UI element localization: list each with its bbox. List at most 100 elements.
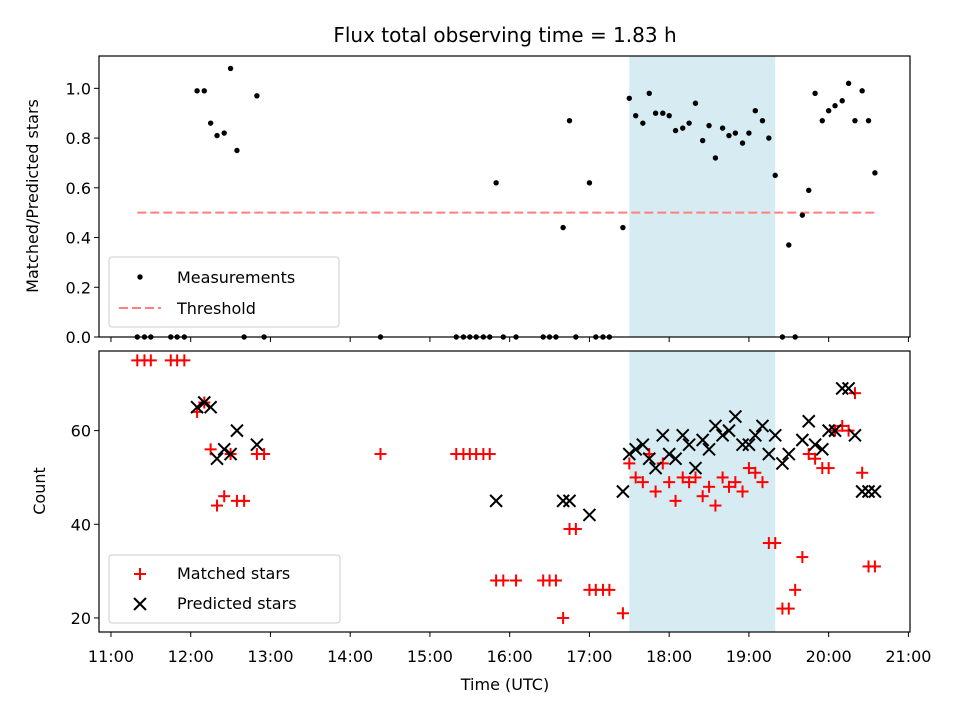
measurement-point: [254, 93, 260, 99]
measurement-point: [692, 100, 699, 106]
measurement-point: [652, 110, 659, 116]
matched-star-point: [822, 462, 835, 475]
top-highlight-span: [629, 56, 776, 337]
bottom-panel: 20 40 60 11:00 12:00 13:00 14:00 15:00 16:00 17:…: [30, 350, 931, 694]
measurement-point: [586, 180, 593, 186]
measurement-point: [493, 180, 499, 186]
measurement-point: [632, 112, 639, 119]
matched-star-point: [603, 583, 616, 596]
matched-star-point: [258, 448, 271, 461]
measurement-point: [234, 147, 240, 154]
measurement-point: [666, 112, 672, 119]
legend-matched-label: Matched stars: [177, 564, 290, 583]
top-legend-box: [108, 256, 340, 328]
predicted-star-point: [821, 423, 836, 438]
matched-star-point: [569, 522, 582, 535]
predicted-star-point: [735, 437, 750, 452]
bottom-x-ticks: 11:00 12:00 13:00 14:00 15:00 16:00 17:00 18:00…: [88, 632, 931, 666]
predicted-star-point: [197, 395, 211, 410]
matched-star-point: [557, 611, 570, 624]
predicted-star-point: [556, 494, 570, 508]
matched-star-point: [178, 354, 191, 367]
measurement-point: [680, 125, 686, 131]
predicted-star-point: [489, 494, 503, 508]
measurement-point: [739, 140, 746, 146]
y-tick-label: 40: [71, 515, 91, 534]
x-tick-label: 14:00: [327, 647, 373, 666]
bottom-panel-frame: [98, 350, 911, 633]
matched-star-point: [736, 485, 749, 498]
measurement-point: [786, 242, 792, 248]
predicted-star-point: [815, 442, 829, 457]
predicted-star-point: [808, 437, 822, 452]
predicted-star-point: [223, 447, 238, 461]
matched-star-point: [729, 476, 742, 489]
measurement-point: [214, 132, 220, 139]
matched-star-point: [623, 457, 636, 470]
legend-predicted-marker: [133, 597, 147, 611]
x-tick-label: 17:00: [566, 647, 612, 666]
top-panel: 0.0 0.2 0.4 0.6 0.8 1.0 Flux total observing …: [23, 23, 911, 347]
measurement-point: [752, 108, 758, 114]
measurement-point: [845, 80, 852, 87]
measurement-point: [772, 172, 778, 179]
measurement-point: [672, 127, 679, 134]
measurement-point: [726, 132, 732, 139]
predicted-star-point: [868, 484, 882, 499]
x-tick-label: 13:00: [247, 647, 293, 666]
measurement-point: [812, 90, 818, 97]
bottom-legend-box: [108, 554, 341, 624]
measurement-point: [839, 98, 845, 104]
matched-star-point: [716, 471, 729, 484]
measurement-point: [221, 130, 227, 136]
predicted-star-point: [562, 494, 577, 508]
matched-star-point: [722, 480, 735, 493]
matched-star-point: [836, 419, 849, 432]
predicted-star-point: [616, 484, 630, 499]
matched-star-point: [663, 476, 676, 489]
legend-measurements-label: Measurements: [177, 268, 295, 287]
predicted-star-point: [582, 508, 597, 522]
predicted-star-point: [217, 442, 231, 457]
predicted-star-point: [828, 423, 842, 438]
matched-star-point: [796, 551, 809, 564]
predicted-star-point: [668, 452, 683, 466]
predicted-star-point: [708, 419, 723, 433]
measurement-point: [227, 65, 234, 72]
legend-predicted-label: Predicted stars: [177, 594, 297, 613]
x-tick-label: 11:00: [88, 647, 134, 666]
measurement-point: [799, 212, 806, 218]
matched-star-point: [789, 583, 802, 596]
matched-star-point: [856, 466, 869, 479]
measurement-point: [640, 120, 646, 126]
predicted-star-point: [628, 442, 643, 457]
matched-star-point: [782, 602, 795, 615]
x-axis-label: Time (UTC): [460, 675, 549, 694]
matched-star-point: [689, 471, 702, 484]
top-legend: Measurements Threshold: [108, 256, 340, 328]
matched-star-point: [144, 354, 157, 367]
measurement-point: [859, 88, 865, 94]
predicted-star-point: [841, 381, 856, 396]
measurement-point: [825, 108, 832, 114]
predicted-star-point: [742, 437, 756, 452]
predicted-star-point: [762, 447, 776, 461]
matched-star-point: [238, 494, 251, 507]
matched-star-point: [696, 490, 709, 503]
matched-star-point: [510, 574, 523, 587]
measurement-point: [719, 125, 726, 131]
measurement-point: [746, 130, 752, 136]
predicted-star-point: [795, 433, 810, 447]
measurement-point: [832, 103, 838, 109]
count-points: [131, 354, 882, 624]
y-tick-label: 60: [71, 422, 91, 441]
predicted-star-point: [848, 428, 862, 443]
bottom-legend: Matched stars Predicted stars: [108, 554, 341, 624]
x-tick-label: 21:00: [885, 647, 931, 666]
predicted-star-point: [190, 400, 204, 414]
y-tick-label: 0.8: [66, 129, 91, 148]
x-tick-label: 12:00: [168, 647, 214, 666]
predicted-star-point: [755, 419, 770, 433]
predicted-star-point: [782, 447, 796, 461]
predicted-star-point: [775, 456, 790, 471]
